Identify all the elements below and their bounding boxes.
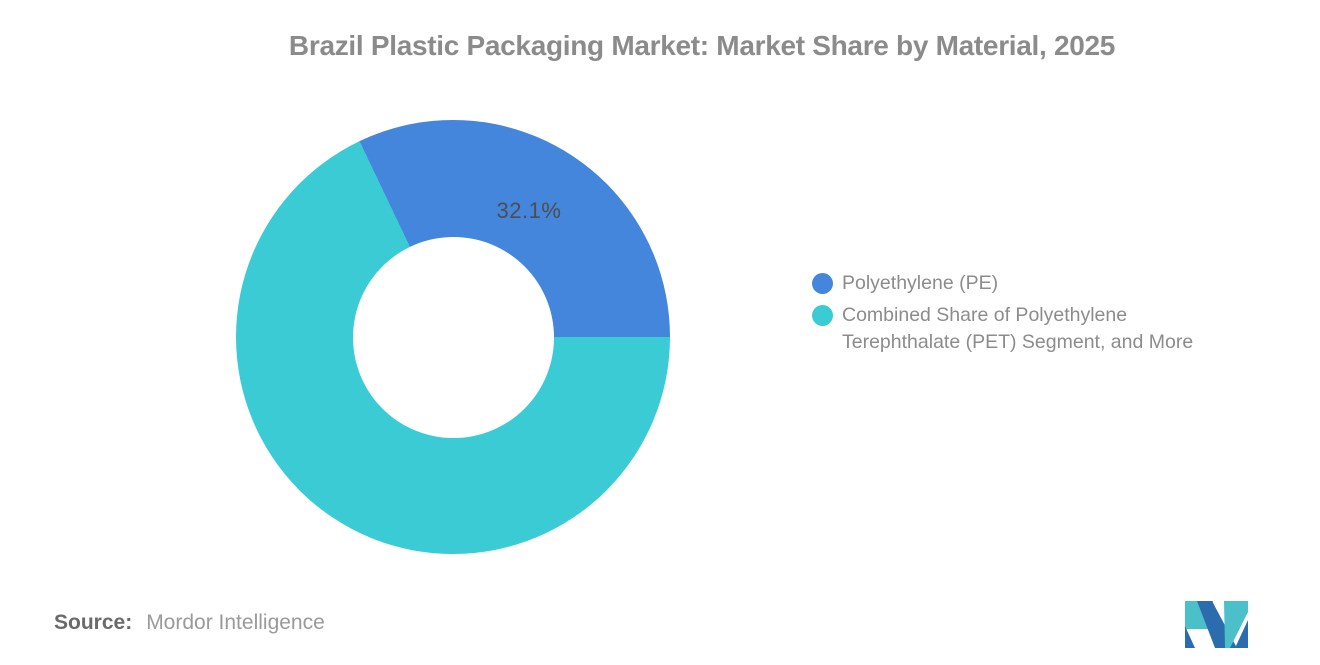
donut-chart: 32.1% [236, 120, 670, 554]
legend-item-pe: Polyethylene (PE) [812, 270, 1257, 297]
page-title: Brazil Plastic Packaging Market: Market … [288, 30, 1116, 61]
legend-label-pet-more: Combined Share of Polyethylene Terephtha… [842, 304, 1194, 353]
donut-hole [352, 236, 554, 438]
legend-item-pet-more: Combined Share of Polyethylene Terephtha… [812, 302, 1257, 356]
slice-value-label: 32.1% [496, 198, 562, 223]
legend: Polyethylene (PE) Combined Share of Poly… [812, 270, 1257, 361]
legend-swatch-pet-more-icon [812, 305, 833, 326]
source-value: Mordor Intelligence [146, 611, 325, 634]
logo-blue-triangle-right [1235, 620, 1248, 648]
source-row: Source: Mordor Intelligence [54, 611, 325, 635]
logo-teal-shape-right [1224, 601, 1248, 648]
source-label: Source: [54, 611, 133, 634]
legend-label-pe: Polyethylene (PE) [842, 272, 999, 294]
mordor-intelligence-logo-icon [1185, 601, 1248, 648]
logo-blue-small-triangle [1185, 626, 1195, 648]
legend-swatch-pe-icon [812, 273, 833, 294]
